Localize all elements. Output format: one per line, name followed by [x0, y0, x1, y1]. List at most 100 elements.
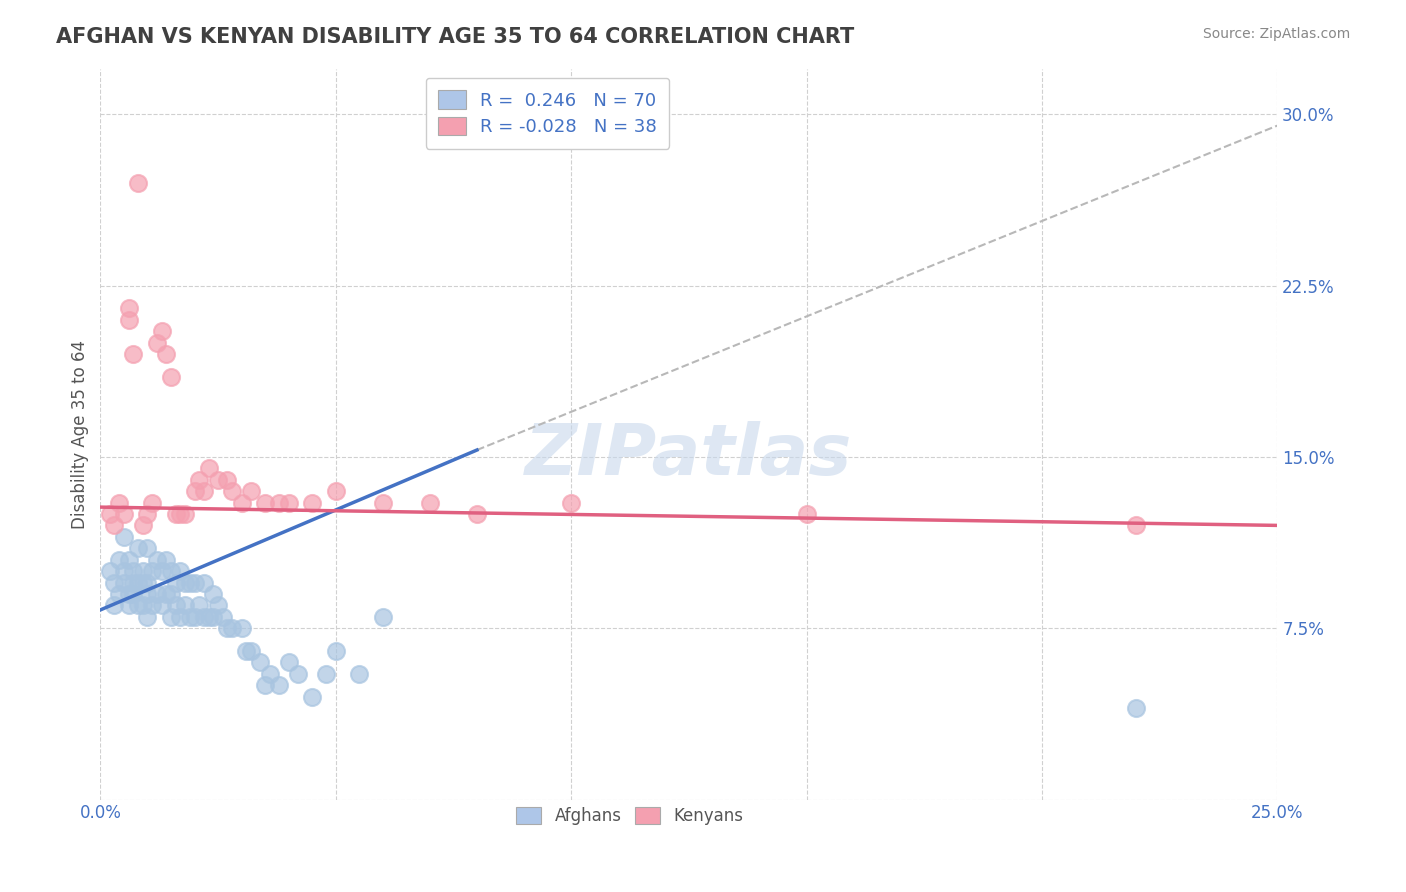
- Point: [122, 587, 145, 601]
- Point: [315, 666, 337, 681]
- Point: [141, 564, 163, 578]
- Point: [207, 473, 229, 487]
- Point: [132, 575, 155, 590]
- Point: [193, 609, 215, 624]
- Point: [269, 495, 291, 509]
- Point: [179, 575, 201, 590]
- Point: [183, 484, 205, 499]
- Point: [169, 564, 191, 578]
- Point: [155, 587, 177, 601]
- Point: [301, 495, 323, 509]
- Point: [221, 484, 243, 499]
- Point: [108, 552, 131, 566]
- Point: [117, 313, 139, 327]
- Point: [1125, 518, 1147, 533]
- Point: [132, 518, 155, 533]
- Point: [249, 656, 271, 670]
- Point: [202, 587, 225, 601]
- Point: [174, 575, 197, 590]
- Point: [202, 609, 225, 624]
- Point: [197, 609, 219, 624]
- Point: [112, 530, 135, 544]
- Point: [221, 621, 243, 635]
- Point: [103, 518, 125, 533]
- Y-axis label: Disability Age 35 to 64: Disability Age 35 to 64: [72, 340, 89, 529]
- Point: [122, 575, 145, 590]
- Point: [108, 495, 131, 509]
- Point: [179, 609, 201, 624]
- Point: [169, 507, 191, 521]
- Point: [254, 678, 277, 692]
- Text: Source: ZipAtlas.com: Source: ZipAtlas.com: [1202, 27, 1350, 41]
- Point: [217, 473, 239, 487]
- Point: [287, 666, 309, 681]
- Legend: Afghans, Kenyans: Afghans, Kenyans: [506, 797, 754, 835]
- Point: [146, 335, 169, 350]
- Point: [419, 495, 441, 509]
- Point: [98, 564, 121, 578]
- Point: [155, 347, 177, 361]
- Point: [122, 564, 145, 578]
- Point: [127, 176, 149, 190]
- Point: [207, 599, 229, 613]
- Point: [127, 575, 149, 590]
- Point: [146, 587, 169, 601]
- Point: [371, 495, 394, 509]
- Point: [240, 484, 263, 499]
- Point: [188, 599, 211, 613]
- Point: [277, 656, 299, 670]
- Point: [165, 575, 187, 590]
- Point: [150, 324, 173, 338]
- Point: [132, 599, 155, 613]
- Point: [155, 552, 177, 566]
- Point: [160, 564, 183, 578]
- Point: [560, 495, 582, 509]
- Point: [98, 507, 121, 521]
- Point: [796, 507, 818, 521]
- Text: AFGHAN VS KENYAN DISABILITY AGE 35 TO 64 CORRELATION CHART: AFGHAN VS KENYAN DISABILITY AGE 35 TO 64…: [56, 27, 855, 46]
- Point: [325, 644, 347, 658]
- Point: [465, 507, 488, 521]
- Point: [160, 370, 183, 384]
- Point: [112, 507, 135, 521]
- Point: [231, 621, 253, 635]
- Point: [259, 666, 281, 681]
- Point: [127, 599, 149, 613]
- Point: [136, 587, 159, 601]
- Text: ZIPatlas: ZIPatlas: [524, 421, 852, 491]
- Point: [150, 599, 173, 613]
- Point: [165, 599, 187, 613]
- Point: [141, 495, 163, 509]
- Point: [371, 609, 394, 624]
- Point: [108, 587, 131, 601]
- Point: [160, 587, 183, 601]
- Point: [235, 644, 257, 658]
- Point: [197, 461, 219, 475]
- Point: [112, 575, 135, 590]
- Point: [217, 621, 239, 635]
- Point: [193, 484, 215, 499]
- Point: [136, 609, 159, 624]
- Point: [117, 301, 139, 316]
- Point: [117, 587, 139, 601]
- Point: [141, 599, 163, 613]
- Point: [269, 678, 291, 692]
- Point: [174, 507, 197, 521]
- Point: [193, 575, 215, 590]
- Point: [136, 507, 159, 521]
- Point: [150, 564, 173, 578]
- Point: [188, 473, 211, 487]
- Point: [254, 495, 277, 509]
- Point: [165, 507, 187, 521]
- Point: [240, 644, 263, 658]
- Point: [325, 484, 347, 499]
- Point: [183, 575, 205, 590]
- Point: [127, 541, 149, 556]
- Point: [1125, 701, 1147, 715]
- Point: [349, 666, 371, 681]
- Point: [103, 575, 125, 590]
- Point: [103, 599, 125, 613]
- Point: [277, 495, 299, 509]
- Point: [136, 541, 159, 556]
- Point: [231, 495, 253, 509]
